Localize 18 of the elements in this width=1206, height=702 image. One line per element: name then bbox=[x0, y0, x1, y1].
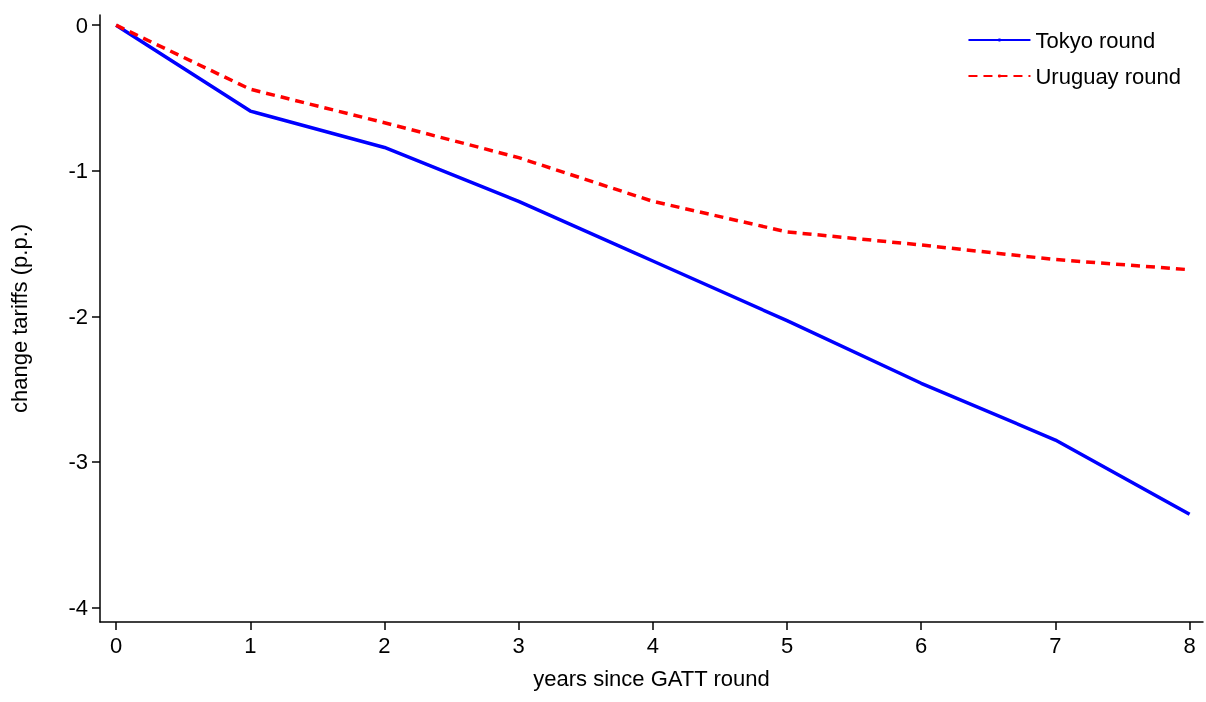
legend-label: Uruguay round bbox=[1035, 63, 1182, 89]
x-tick-label: 7 bbox=[1049, 632, 1062, 658]
y-tick-label: -2 bbox=[68, 303, 88, 329]
legend-label: Tokyo round bbox=[1035, 27, 1156, 53]
x-tick-label: 4 bbox=[646, 632, 659, 658]
x-tick-label: 5 bbox=[780, 632, 794, 658]
y-tick-label: 0 bbox=[75, 12, 88, 38]
x-axis-title: years since GATT round bbox=[533, 665, 770, 691]
y-tick-label: -4 bbox=[68, 594, 88, 620]
x-tick-label: 1 bbox=[244, 632, 257, 658]
x-tick-label: 8 bbox=[1183, 632, 1196, 658]
x-tick-label: 6 bbox=[915, 632, 928, 658]
y-axis-title: change tariffs (p.p.) bbox=[6, 223, 32, 414]
x-tick-label: 3 bbox=[512, 632, 525, 658]
y-tick-label: -1 bbox=[68, 158, 88, 184]
x-tick-label: 0 bbox=[109, 632, 123, 658]
x-tick-label: 2 bbox=[378, 632, 391, 658]
y-tick-label: -3 bbox=[68, 449, 88, 475]
